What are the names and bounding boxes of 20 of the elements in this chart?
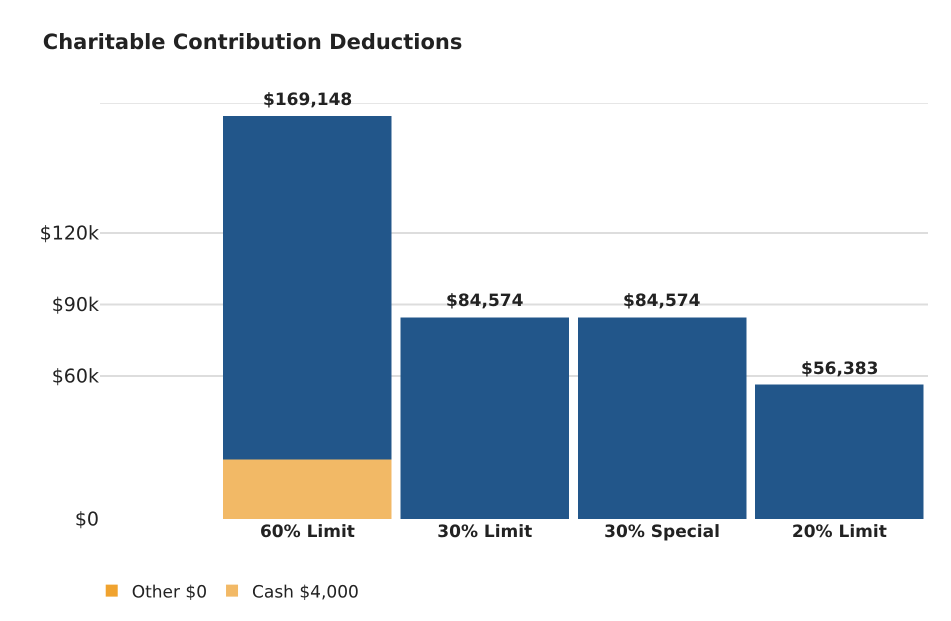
bar xyxy=(223,459,392,519)
total-label: $84,574 xyxy=(446,291,524,311)
y-tick-label: $0 xyxy=(74,508,99,531)
y-tick-label: $60k xyxy=(52,366,99,388)
y-tick-label: $120k xyxy=(40,222,99,245)
x-tick-label: 20% Limit xyxy=(792,522,887,542)
bar xyxy=(400,317,569,519)
bar xyxy=(755,384,924,519)
total-label: $84,574 xyxy=(623,291,701,311)
bar xyxy=(223,116,392,460)
total-label: $56,383 xyxy=(801,359,878,379)
x-tick-label: 30% Limit xyxy=(437,522,532,542)
x-tick-label: 30% Special xyxy=(604,522,720,542)
y-tick-label: $90k xyxy=(52,294,99,316)
legend-label: Other $0 xyxy=(132,582,208,602)
bar xyxy=(578,317,746,519)
chart-title: Charitable Contribution Deductions xyxy=(42,30,462,54)
total-label: $169,148 xyxy=(263,90,352,110)
legend-label: Cash $4,000 xyxy=(252,582,359,602)
x-tick-label: 60% Limit xyxy=(260,522,355,542)
